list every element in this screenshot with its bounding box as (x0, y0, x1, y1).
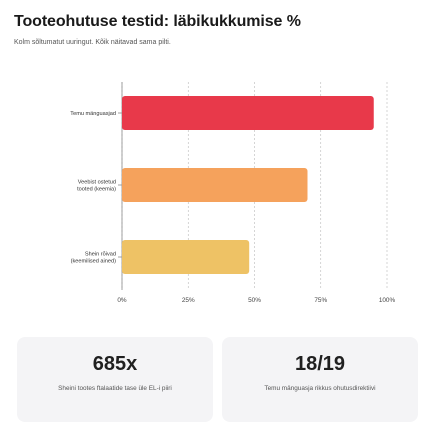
bar (122, 96, 374, 130)
x-tick-label: 75% (314, 297, 327, 304)
bar (122, 240, 250, 274)
x-tick-label: 25% (182, 297, 195, 304)
x-tick-label: 100% (379, 297, 396, 304)
x-tick-label: 50% (248, 297, 261, 304)
chart-subtitle: Kolm sõltumatut uuringut. Kõik näitavad … (14, 39, 171, 46)
stat-label: Temu mänguasja rikkus ohutusdirektiivi (264, 385, 376, 392)
bar-chart: 0% 25% 50% 75% 100% Temu mänguasjad Veebist os… (70, 82, 396, 304)
stat-value: 18/19 (294, 353, 346, 375)
stat-card-phthalates: 685x Sheini tootes ftalaatide tase üle E… (17, 337, 213, 422)
stat-value: 685x (92, 353, 138, 375)
stat-card-toys: 18/19 Temu mänguasja rikkus ohutusdirekt… (222, 337, 418, 422)
category-label: Shein rõivad (85, 252, 116, 258)
x-tick-label: 0% (117, 297, 127, 304)
category-label: Veebist ostetud (78, 180, 116, 186)
chart-title: Tooteohutuse testid: läbikukkumise % (14, 13, 301, 30)
category-label: tooted (keemia) (77, 186, 116, 192)
category-label: (keemilised ained) (71, 258, 117, 264)
bar (122, 168, 308, 202)
category-label: Temu mänguasjad (70, 111, 116, 117)
stat-label: Sheini tootes ftalaatide tase üle EL-i p… (58, 385, 172, 392)
